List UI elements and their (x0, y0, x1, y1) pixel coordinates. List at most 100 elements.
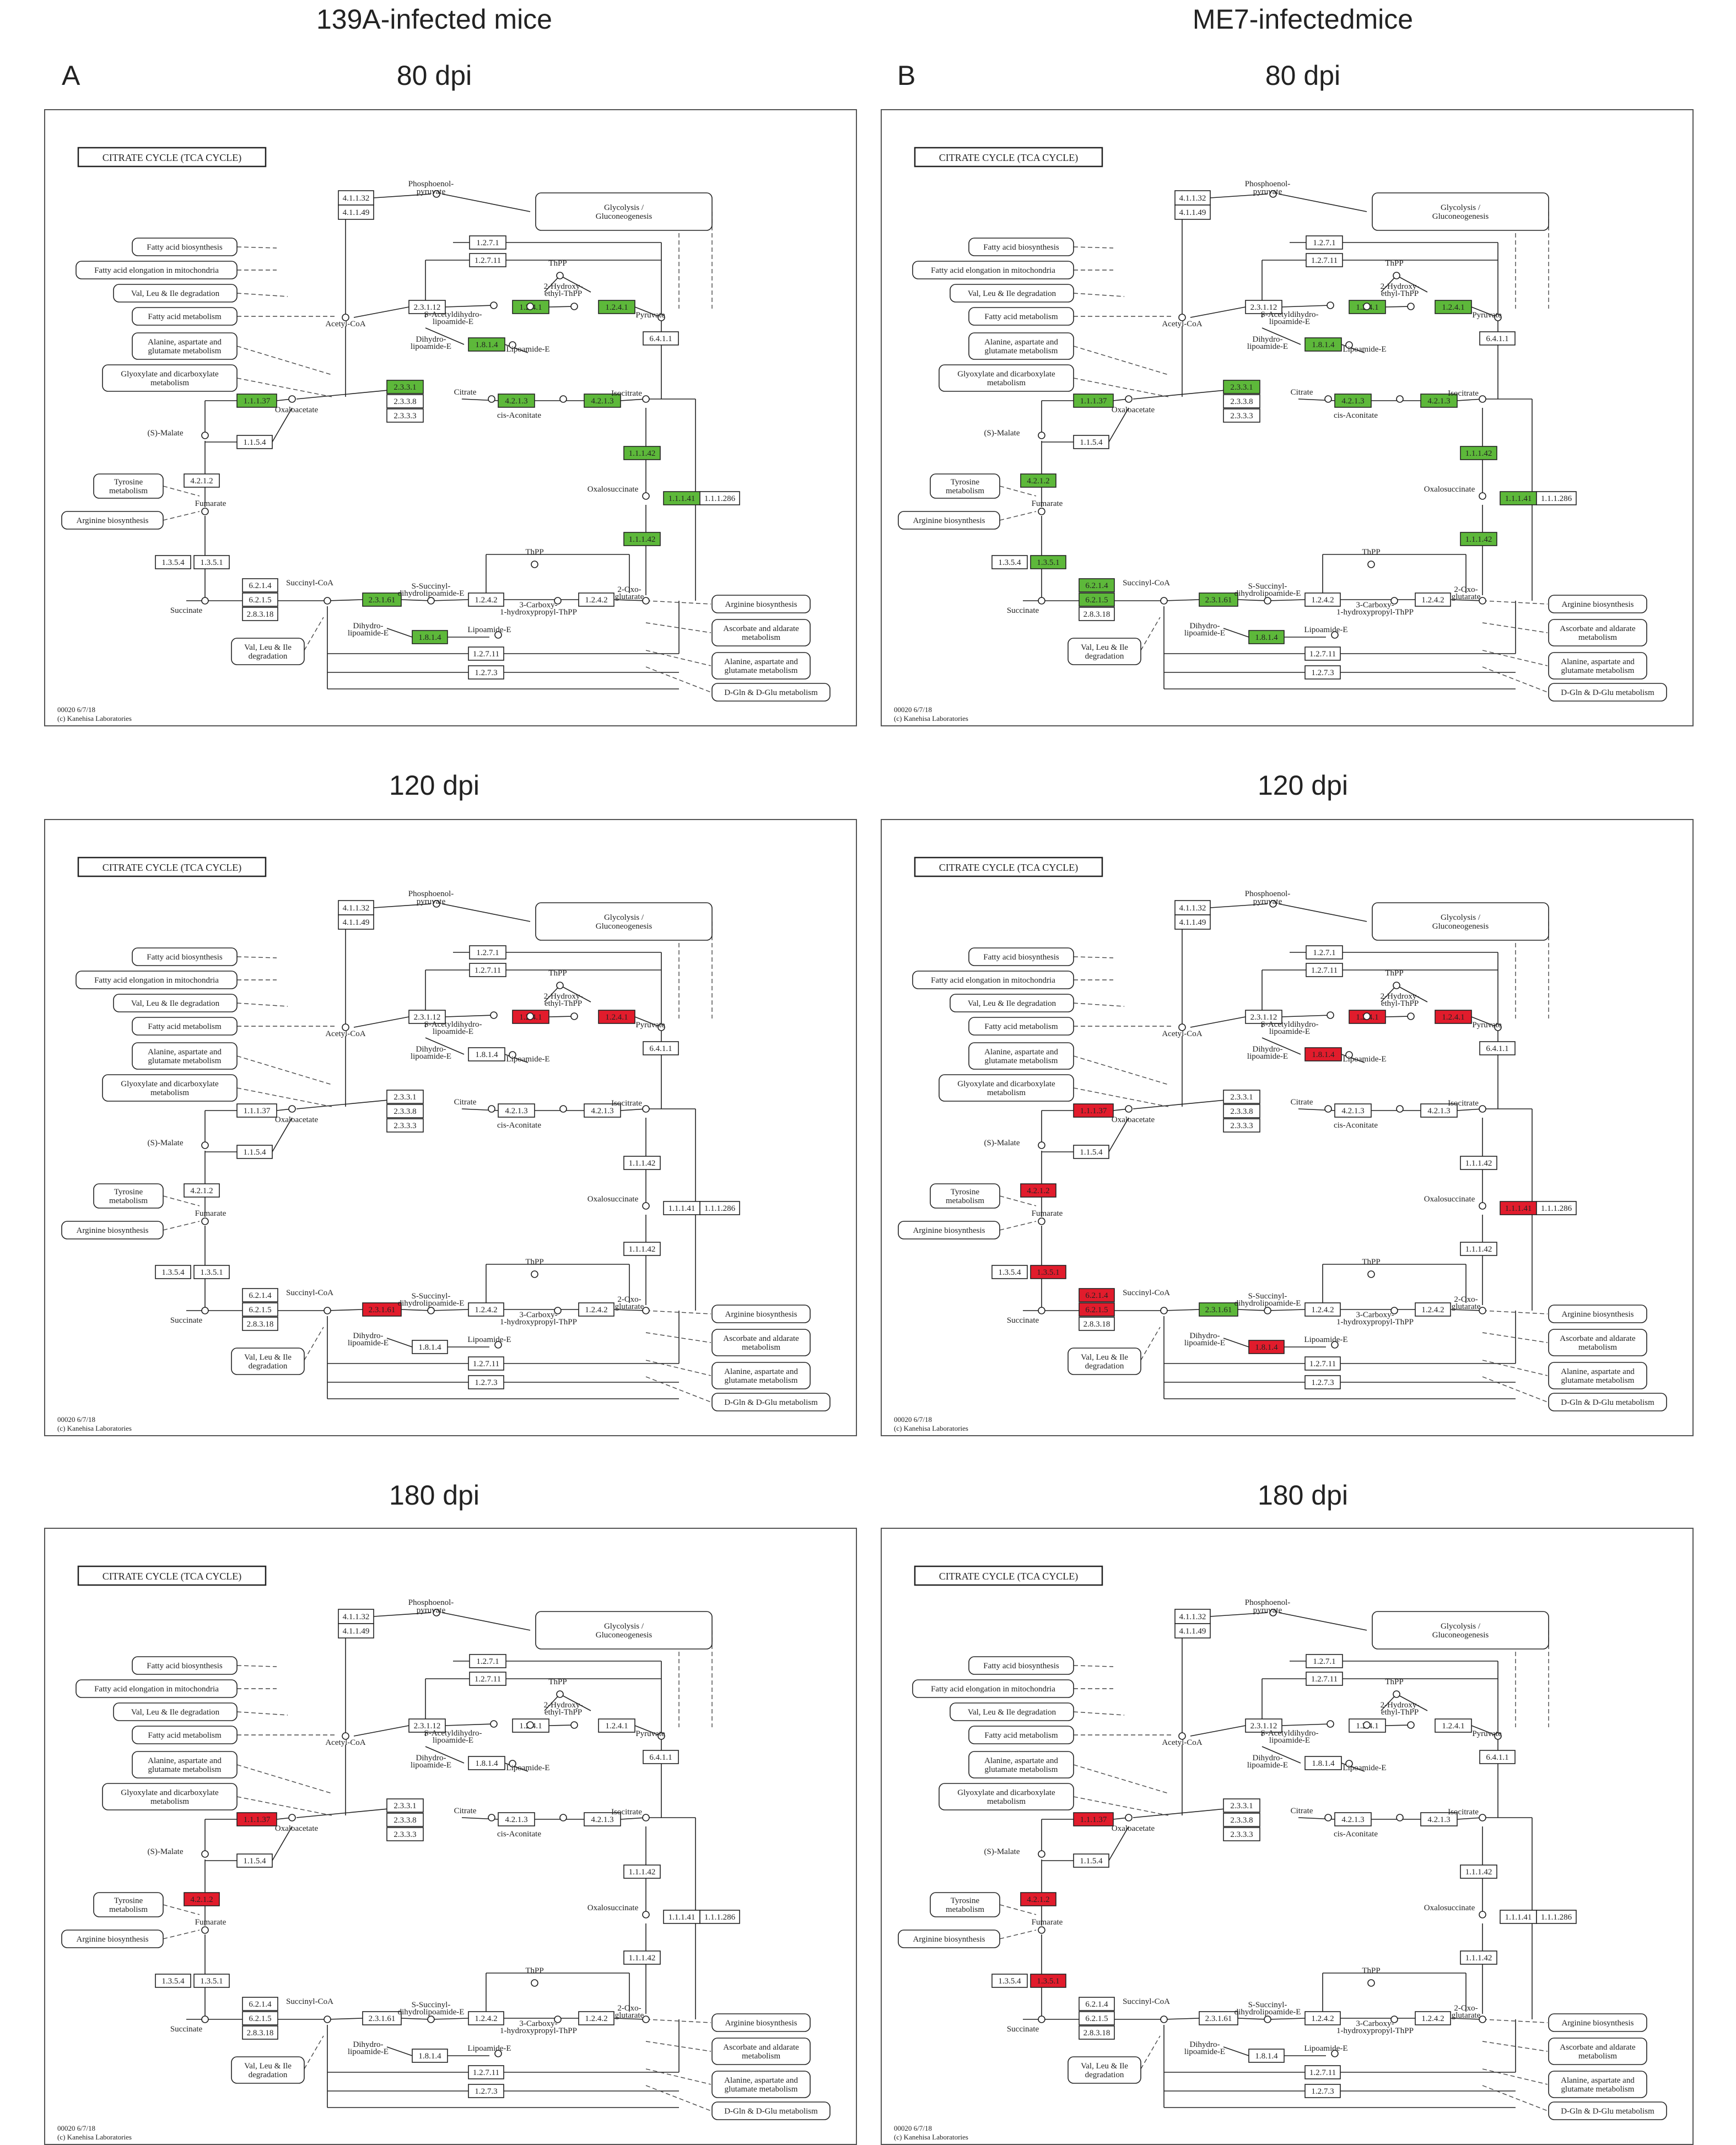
enzyme-box[interactable]: 4.1.1.32 (1174, 190, 1211, 206)
compound-node[interactable] (526, 303, 534, 310)
enzyme-box[interactable]: 2.3.3.3 (1223, 408, 1260, 423)
enzyme-box[interactable]: 6.2.1.5 (242, 592, 278, 607)
enzyme-box[interactable]: 1.1.1.41 (1500, 1910, 1537, 1924)
pathway-map-box[interactable] (132, 307, 238, 326)
enzyme-box[interactable]: 1.2.4.2 (468, 2011, 504, 2025)
compound-node[interactable] (427, 2015, 435, 2023)
enzyme-box[interactable]: 1.3.5.1 (193, 1265, 230, 1279)
enzyme-box[interactable]: 1.3.5.1 (1030, 1974, 1066, 1988)
compound-node[interactable] (490, 1720, 498, 1728)
compound-node[interactable] (1367, 1270, 1375, 1278)
enzyme-box[interactable]: 1.1.1.42 (1460, 1864, 1497, 1879)
enzyme-box[interactable]: 1.2.7.1 (469, 945, 506, 960)
enzyme-box[interactable]: 1.2.4.1 (1435, 1718, 1472, 1733)
enzyme-box[interactable]: 4.2.1.3 (1334, 1103, 1372, 1118)
enzyme-box[interactable]: 4.2.1.2 (184, 1892, 220, 1906)
pathway-map-box[interactable] (61, 511, 164, 530)
enzyme-box[interactable]: 2.3.1.12 (408, 300, 446, 314)
compound-node[interactable] (1345, 1760, 1353, 1767)
enzyme-box[interactable]: 6.4.1.1 (1479, 1750, 1516, 1764)
enzyme-box[interactable]: 6.2.1.4 (1079, 578, 1115, 592)
pathway-map-box[interactable] (535, 902, 713, 941)
compound-node[interactable] (1324, 1814, 1332, 1821)
enzyme-box[interactable]: 6.2.1.4 (242, 1997, 278, 2011)
enzyme-box[interactable]: 2.3.3.3 (386, 1118, 424, 1133)
compound-node[interactable] (342, 1023, 349, 1031)
pathway-map-box[interactable] (1548, 2071, 1647, 2098)
pathway-map-box[interactable] (968, 1017, 1074, 1036)
compound-node[interactable] (657, 1732, 665, 1740)
enzyme-box[interactable]: 6.2.1.5 (1079, 1302, 1115, 1317)
compound-node[interactable] (657, 314, 665, 321)
enzyme-box[interactable]: 1.2.7.1 (469, 1654, 506, 1668)
compound-node[interactable] (556, 982, 564, 989)
enzyme-box[interactable]: 1.3.5.4 (991, 1265, 1028, 1279)
pathway-map-box[interactable] (711, 1305, 811, 1323)
pathway-map-box[interactable] (1068, 2056, 1141, 2084)
compound-node[interactable] (1327, 1720, 1334, 1728)
enzyme-box[interactable]: 1.1.5.4 (1073, 1145, 1109, 1159)
compound-node[interactable] (201, 1141, 209, 1149)
compound-node[interactable] (1396, 1105, 1404, 1113)
compound-node[interactable] (488, 395, 495, 403)
enzyme-box[interactable]: 1.1.1.37 (236, 1103, 277, 1118)
pathway-map-box[interactable] (950, 994, 1074, 1012)
compound-node[interactable] (1479, 1911, 1486, 1918)
compound-node[interactable] (1396, 1814, 1404, 1821)
compound-node[interactable] (1407, 303, 1415, 310)
enzyme-box[interactable]: 2.3.3.3 (1223, 1827, 1260, 1841)
enzyme-box[interactable]: 4.2.1.3 (1334, 1812, 1372, 1826)
compound-node[interactable] (1324, 395, 1332, 403)
pathway-map-box[interactable] (61, 1221, 164, 1239)
compound-node[interactable] (1393, 982, 1400, 989)
enzyme-box[interactable]: 1.2.4.2 (1304, 1302, 1341, 1317)
enzyme-box[interactable]: 1.2.4.1 (598, 300, 635, 314)
enzyme-box[interactable]: 1.2.7.11 (469, 1672, 506, 1686)
enzyme-box[interactable]: 2.3.1.12 (1245, 1718, 1282, 1733)
pathway-map-box[interactable] (1548, 619, 1647, 646)
pathway-map-box[interactable] (132, 332, 238, 360)
enzyme-box[interactable]: 6.4.1.1 (1479, 331, 1516, 346)
pathway-map-box[interactable] (1548, 652, 1647, 680)
pathway-map-box[interactable] (231, 2056, 305, 2084)
enzyme-box[interactable]: 1.1.1.286 (1536, 491, 1577, 505)
compound-node[interactable] (509, 1760, 516, 1767)
pathway-map-box[interactable] (113, 994, 238, 1012)
compound-node[interactable] (427, 597, 435, 605)
compound-node[interactable] (1393, 1690, 1400, 1698)
compound-node[interactable] (570, 303, 578, 310)
compound-node[interactable] (201, 1926, 209, 1934)
enzyme-box[interactable]: 2.8.3.18 (1079, 1317, 1115, 1331)
enzyme-box[interactable]: 6.4.1.1 (643, 1750, 679, 1764)
enzyme-box[interactable]: 1.2.4.1 (512, 300, 549, 314)
compound-node[interactable] (1038, 2015, 1045, 2023)
compound-node[interactable] (1494, 314, 1502, 321)
pathway-map-box[interactable] (132, 1017, 238, 1036)
enzyme-box[interactable]: 2.3.3.8 (1223, 394, 1260, 408)
compound-node[interactable] (642, 2015, 650, 2023)
pathway-map-box[interactable] (711, 2038, 811, 2065)
enzyme-box[interactable]: 4.2.1.2 (1020, 473, 1056, 488)
enzyme-box[interactable]: 1.2.7.11 (1304, 2065, 1341, 2079)
compound-node[interactable] (1479, 1202, 1486, 1210)
pathway-map-box[interactable] (711, 1393, 831, 1411)
compound-node[interactable] (288, 1814, 296, 1821)
compound-node[interactable] (324, 2015, 331, 2023)
enzyme-box[interactable]: 2.3.3.8 (1223, 1104, 1260, 1118)
pathway-map-box[interactable] (968, 307, 1074, 326)
pathway-map-box[interactable] (1548, 595, 1647, 613)
compound-node[interactable] (1327, 301, 1334, 309)
enzyme-box[interactable]: 1.2.7.11 (1306, 963, 1343, 977)
compound-node[interactable] (1038, 1217, 1045, 1225)
enzyme-box[interactable]: 1.2.4.2 (468, 1302, 504, 1317)
pathway-map-box[interactable] (912, 261, 1074, 279)
enzyme-box[interactable]: 4.1.1.49 (1174, 204, 1211, 220)
compound-node[interactable] (1494, 1023, 1502, 1031)
pathway-map-box[interactable] (1548, 1329, 1647, 1356)
enzyme-box[interactable]: 1.1.1.42 (623, 446, 661, 460)
pathway-map-box[interactable] (950, 1702, 1074, 1721)
pathway-map-box[interactable] (898, 1221, 1000, 1239)
pathway-map-box[interactable] (113, 284, 238, 303)
pathway-map-box[interactable] (930, 473, 1000, 499)
enzyme-box[interactable]: 1.2.7.11 (468, 646, 504, 661)
